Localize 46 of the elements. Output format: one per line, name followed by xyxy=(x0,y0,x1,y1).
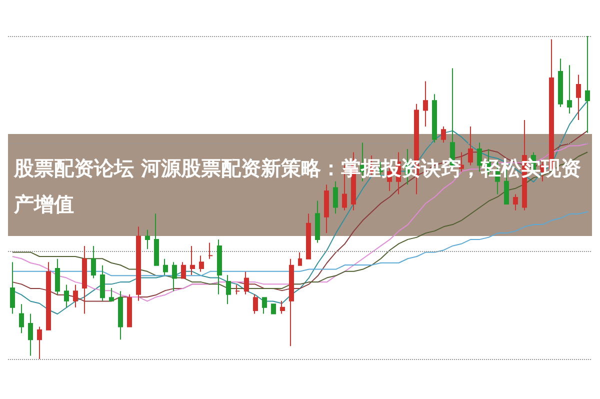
candlestick xyxy=(136,226,141,302)
candlestick xyxy=(468,126,473,166)
candlestick xyxy=(226,274,231,305)
candlestick xyxy=(208,242,213,260)
candlestick xyxy=(190,245,195,276)
candlestick xyxy=(127,294,132,328)
candlestick xyxy=(253,294,258,314)
candlestick xyxy=(82,245,87,314)
candlestick xyxy=(181,262,186,279)
candlestick xyxy=(46,262,51,330)
candlestick xyxy=(280,300,285,314)
candlestick xyxy=(199,255,204,272)
candlestick xyxy=(73,284,78,308)
candlestick xyxy=(423,80,428,127)
candlestick xyxy=(576,74,581,120)
candlestick xyxy=(289,258,294,347)
candlestick xyxy=(333,180,338,214)
candlestick xyxy=(145,229,150,250)
candlestick xyxy=(558,58,563,108)
candlestick xyxy=(244,271,249,295)
candlestick xyxy=(235,284,240,295)
candlestick xyxy=(109,287,114,302)
candlestick xyxy=(271,304,276,314)
candlestick xyxy=(163,258,168,276)
candlestick xyxy=(324,184,329,234)
candlestick xyxy=(91,245,96,279)
candlestick xyxy=(262,297,267,314)
candlestick xyxy=(441,126,446,144)
candlestick xyxy=(55,258,60,295)
candlestick xyxy=(306,213,311,260)
candlestick xyxy=(37,326,42,360)
candlestick xyxy=(315,200,320,244)
candlestick xyxy=(100,264,105,302)
candlestick xyxy=(118,290,123,340)
candlestick xyxy=(585,36,590,134)
candlestick xyxy=(64,284,69,308)
candlestick xyxy=(28,313,33,356)
candlestick xyxy=(172,262,177,292)
candlestick xyxy=(432,94,437,144)
candlestick xyxy=(217,238,222,295)
candlestick xyxy=(567,64,572,114)
candlestick xyxy=(19,304,24,334)
candlestick xyxy=(298,252,302,266)
candlestick xyxy=(154,213,159,266)
candlestick xyxy=(10,262,15,314)
candlestick xyxy=(513,194,518,211)
